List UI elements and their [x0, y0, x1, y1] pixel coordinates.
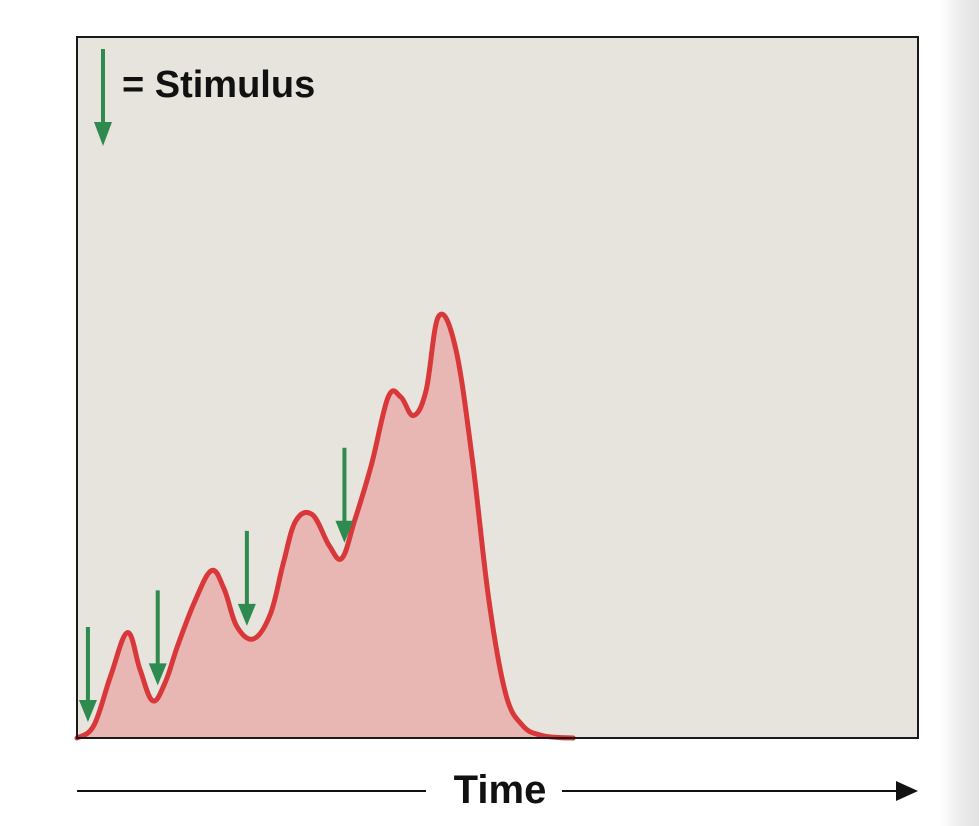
- response-area-fill: [77, 314, 574, 738]
- stimulus-arrow-icon: [78, 699, 97, 722]
- stimulus-arrow-icon: [335, 520, 354, 543]
- legend: = Stimulus: [94, 49, 315, 146]
- plot-frame: [76, 36, 919, 739]
- legend-arrow-icon: [94, 122, 112, 146]
- stimulus-arrow-icon: [148, 663, 167, 686]
- stimulus-arrows: [78, 447, 354, 722]
- time-axis: Time: [77, 768, 918, 812]
- response-curve: [74, 311, 576, 741]
- time-axis-label: Time: [454, 768, 547, 812]
- stimulus-arrow-icon: [237, 603, 256, 626]
- legend-label: = Stimulus: [122, 64, 315, 106]
- time-axis-arrowhead-icon: [896, 781, 918, 801]
